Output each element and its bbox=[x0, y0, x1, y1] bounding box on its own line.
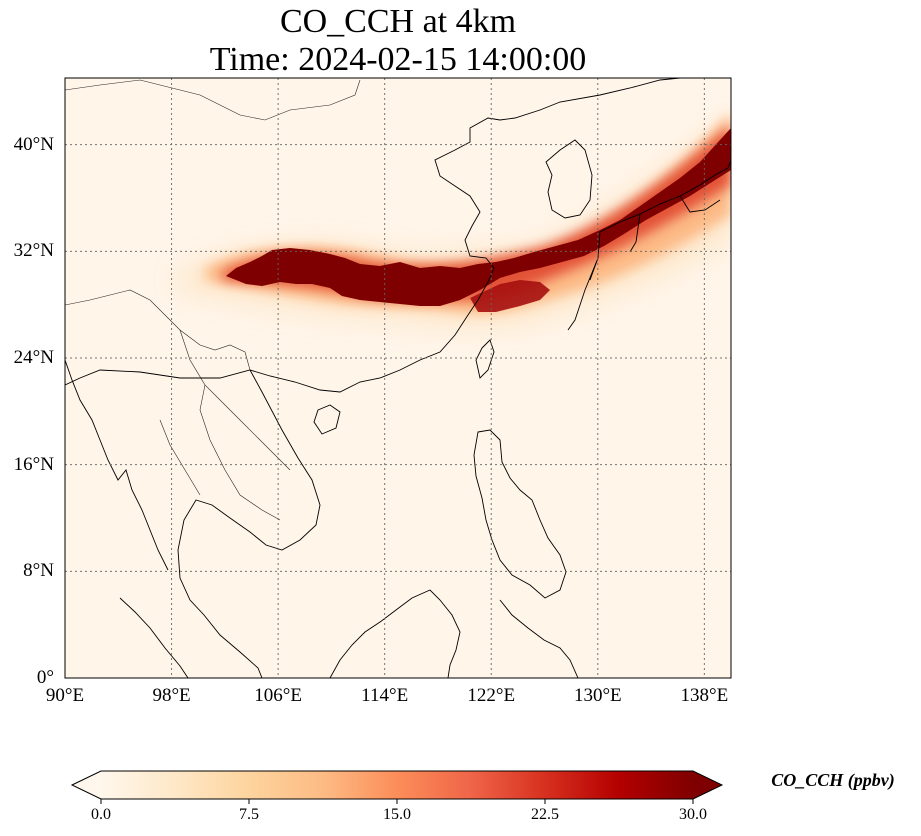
colorbar-gradient bbox=[101, 771, 693, 799]
colorbar-tick-marks bbox=[100, 799, 694, 804]
map-area bbox=[65, 78, 731, 678]
map-frame bbox=[64, 77, 732, 679]
colorbar-tick-label: 7.5 bbox=[239, 806, 259, 823]
lat-tick-label: 32°N bbox=[13, 240, 54, 262]
lat-tick-label: 8°N bbox=[23, 560, 54, 582]
colorbar-extend-min bbox=[72, 771, 101, 799]
plume-core-tail bbox=[470, 280, 550, 312]
lon-tick-label: 90°E bbox=[45, 685, 85, 706]
colorbar-label: CO_CCH (ppbv) bbox=[771, 770, 895, 790]
lon-tick-label: 122°E bbox=[467, 685, 516, 706]
plume-core bbox=[226, 128, 731, 306]
lon-tick-label: 106°E bbox=[254, 685, 302, 706]
lon-tick-label: 114°E bbox=[361, 685, 409, 706]
map-subtitle-time: Time: 2024-02-15 14:00:00 bbox=[209, 41, 587, 78]
lat-tick-label: 16°N bbox=[13, 453, 54, 475]
lon-tick-label: 130°E bbox=[573, 685, 622, 706]
gridlines bbox=[65, 78, 731, 678]
colorbar-tick-label: 22.5 bbox=[531, 806, 559, 823]
lon-tick-label: 138°E bbox=[680, 685, 729, 706]
lat-tick-label: 40°N bbox=[13, 133, 54, 155]
country-borders bbox=[65, 79, 361, 521]
lon-tick-label: 98°E bbox=[152, 685, 191, 706]
colorbar-extend-max bbox=[693, 771, 722, 799]
colorbar bbox=[70, 770, 724, 804]
map-title: CO_CCH at 4km bbox=[279, 3, 517, 40]
map-background bbox=[65, 78, 731, 678]
colorbar-tick-label: 30.0 bbox=[679, 806, 707, 823]
lat-tick-label: 24°N bbox=[13, 347, 54, 368]
colorbar-tick-label: 0.0 bbox=[91, 806, 111, 823]
lat-tick-label: 0° bbox=[36, 667, 54, 688]
colorbar-tick-label: 15.0 bbox=[383, 806, 411, 823]
